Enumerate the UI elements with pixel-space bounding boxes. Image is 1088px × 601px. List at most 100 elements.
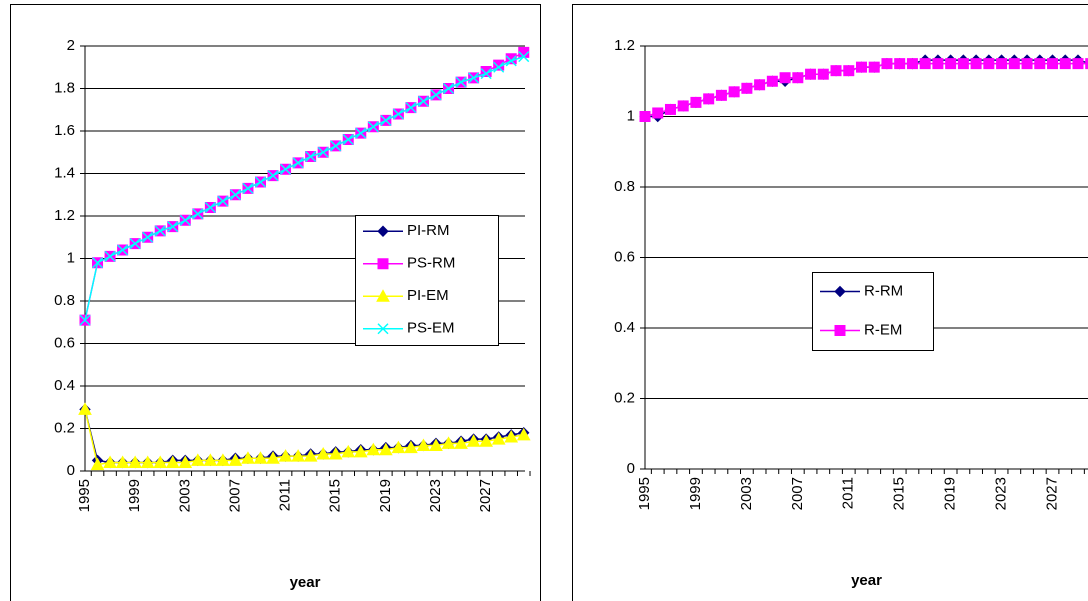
- marker: [253, 451, 268, 464]
- marker: [443, 82, 455, 95]
- y-tick-label: 1: [627, 107, 635, 124]
- y-tick-label: 0.6: [614, 248, 635, 265]
- marker: [868, 61, 880, 73]
- marker: [843, 65, 855, 77]
- marker: [1021, 58, 1033, 70]
- marker: [455, 76, 467, 88]
- marker: [983, 58, 995, 70]
- x-tick-label: 1995: [636, 477, 653, 510]
- series: [78, 402, 531, 471]
- marker: [355, 127, 367, 139]
- marker: [493, 61, 505, 73]
- marker: [703, 93, 715, 105]
- marker: [267, 170, 279, 182]
- x-tick-label: 2027: [1043, 477, 1060, 510]
- legend-label: PS-RM: [407, 255, 455, 272]
- marker: [92, 257, 104, 269]
- marker: [1047, 58, 1059, 70]
- marker: [454, 436, 468, 449]
- marker: [353, 444, 368, 458]
- marker: [292, 157, 304, 169]
- marker: [103, 455, 117, 468]
- marker: [404, 440, 418, 454]
- marker: [1059, 58, 1071, 70]
- legend-box: [812, 272, 934, 351]
- marker: [754, 79, 766, 91]
- x-tick-label: 2023: [427, 479, 444, 512]
- marker: [516, 427, 531, 441]
- series: [79, 51, 530, 326]
- marker: [229, 189, 241, 201]
- marker: [254, 176, 267, 188]
- marker: [217, 195, 229, 207]
- legend-marker: [376, 289, 390, 302]
- y-tick-label: 0.8: [614, 178, 635, 195]
- marker: [303, 449, 318, 462]
- marker: [178, 455, 193, 468]
- marker: [957, 58, 969, 70]
- x-tick-label: 2011: [277, 479, 294, 511]
- marker: [153, 455, 168, 468]
- marker: [466, 434, 481, 447]
- x-tick-label: 2003: [738, 477, 755, 510]
- marker: [291, 449, 305, 462]
- y-tick-label: 0: [627, 460, 635, 477]
- marker: [203, 453, 218, 466]
- marker: [690, 96, 702, 108]
- x-tick-label: 1995: [76, 479, 93, 512]
- x-axis-title: year: [290, 574, 321, 591]
- marker: [316, 446, 331, 460]
- marker: [165, 455, 180, 468]
- marker: [429, 438, 443, 451]
- marker: [391, 440, 406, 454]
- series: [639, 58, 1088, 122]
- marker: [192, 208, 204, 220]
- marker: [779, 72, 791, 84]
- marker: [728, 86, 740, 98]
- marker: [664, 103, 676, 115]
- marker: [204, 201, 216, 214]
- x-tick-label: 2007: [226, 479, 243, 512]
- marker: [242, 182, 254, 194]
- marker: [366, 442, 381, 456]
- marker: [652, 107, 664, 119]
- marker: [405, 102, 417, 114]
- marker: [179, 214, 191, 226]
- marker: [416, 438, 431, 451]
- legend-label: R-EM: [864, 321, 902, 338]
- x-tick-label: 2011: [840, 477, 857, 509]
- marker: [115, 455, 130, 468]
- marker: [216, 453, 230, 466]
- marker: [342, 133, 354, 146]
- marker: [417, 95, 429, 107]
- x-tick-label: 1999: [687, 477, 704, 510]
- y-tick-label: 2: [67, 37, 75, 54]
- marker: [90, 457, 105, 471]
- marker: [894, 58, 906, 70]
- x-tick-label: 2015: [327, 479, 344, 512]
- marker: [766, 75, 778, 87]
- y-tick-label: 0.2: [614, 389, 635, 406]
- legend-box: [355, 215, 499, 346]
- x-axis-title: year: [851, 572, 882, 589]
- marker: [380, 114, 392, 126]
- legend-marker: [834, 285, 846, 298]
- marker: [330, 140, 342, 152]
- marker: [945, 58, 957, 70]
- marker: [79, 314, 91, 326]
- marker: [167, 221, 179, 233]
- marker: [639, 111, 651, 122]
- marker: [480, 68, 492, 80]
- y-tick-label: 1: [67, 249, 75, 266]
- marker: [128, 455, 142, 468]
- x-tick-label: 2015: [891, 477, 908, 510]
- marker: [430, 89, 442, 101]
- x-tick-label: 2003: [176, 479, 193, 512]
- y-tick-label: 1.8: [54, 79, 75, 96]
- legend-label: PI-EM: [407, 287, 449, 304]
- y-tick-label: 1.2: [614, 37, 635, 54]
- marker: [906, 58, 918, 70]
- marker: [241, 451, 255, 464]
- legend-label: PI-RM: [407, 222, 450, 239]
